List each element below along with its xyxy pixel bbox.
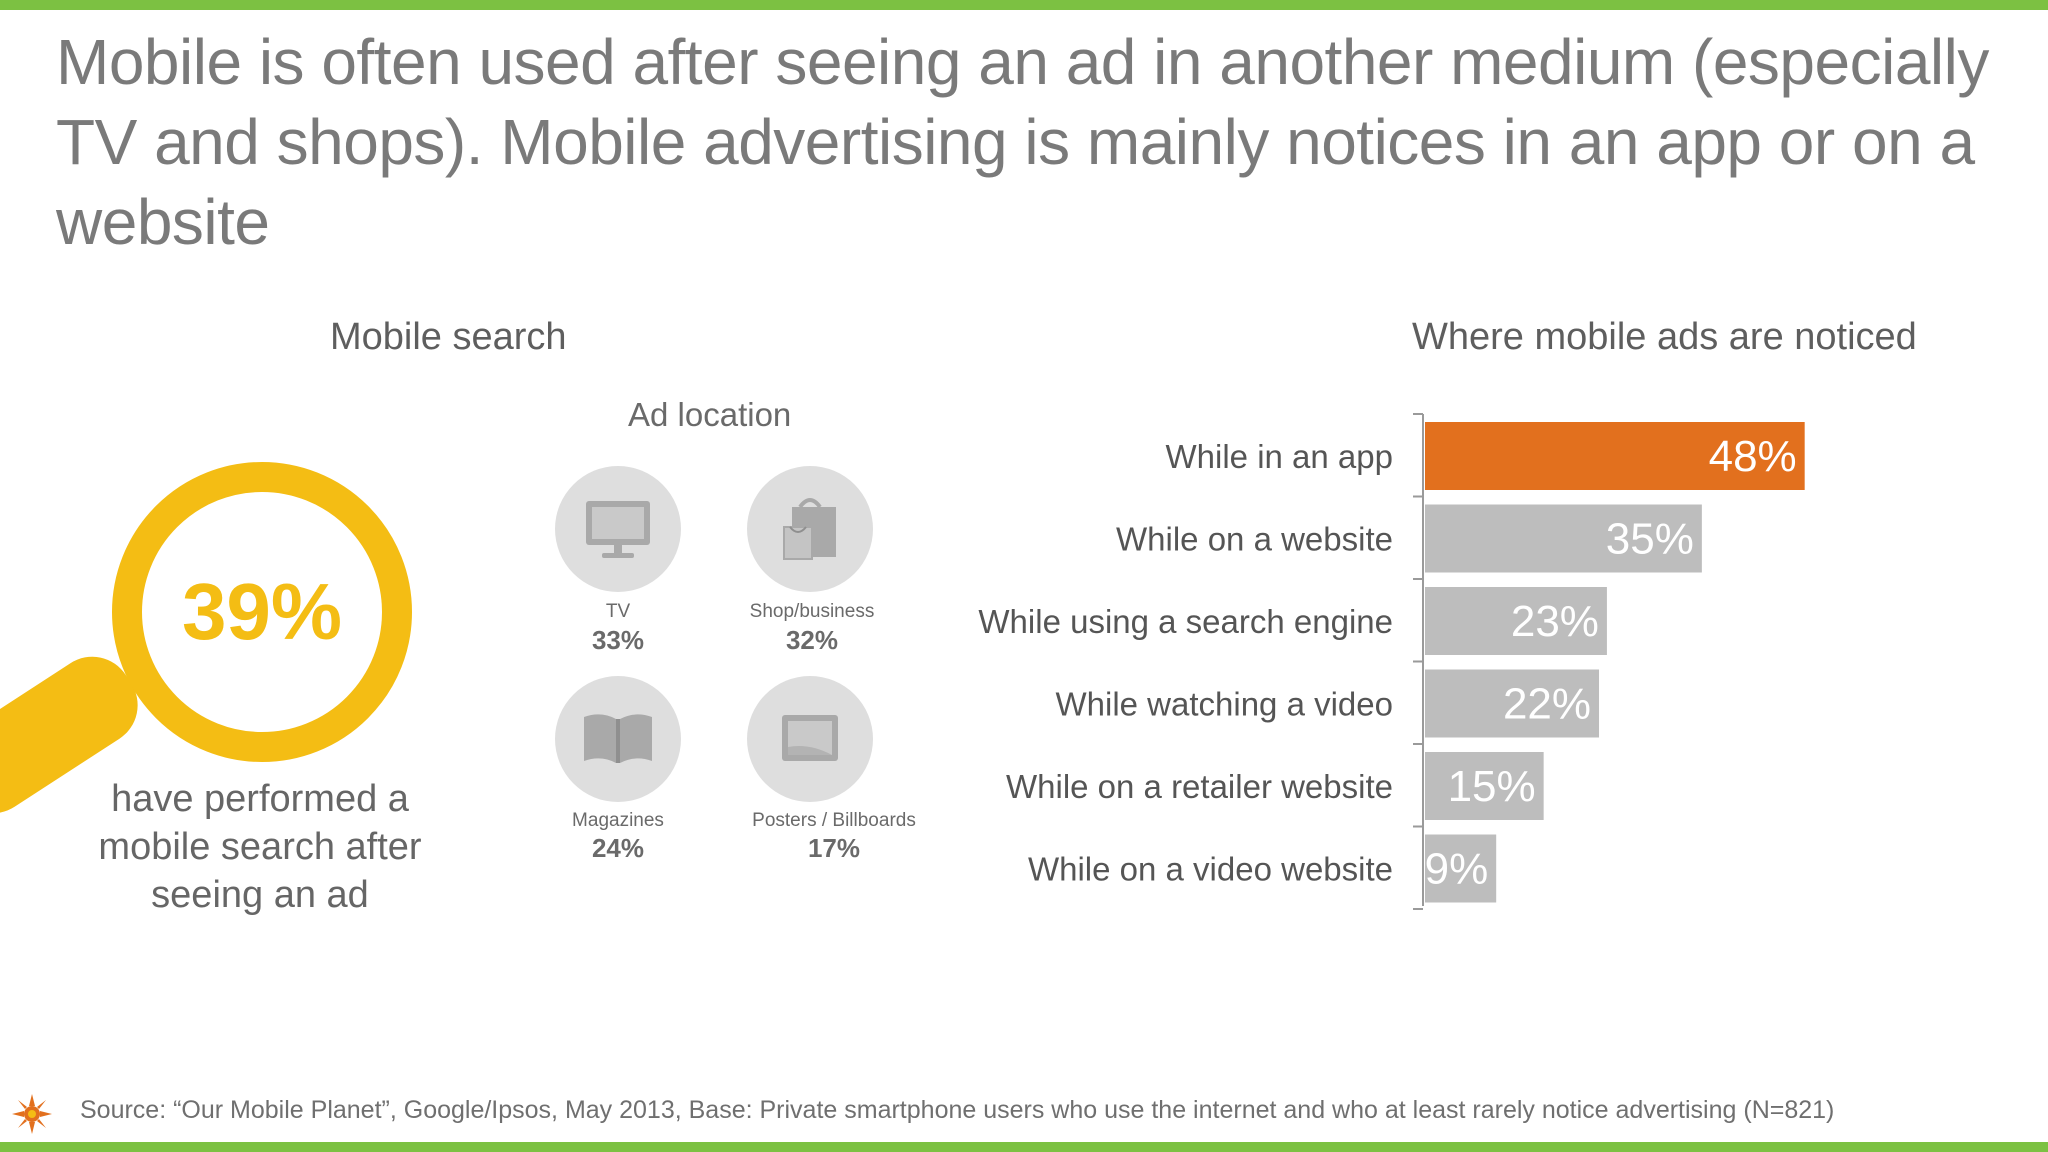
bar — [1425, 504, 1702, 573]
magazine-icon — [555, 676, 681, 802]
mobile-search-heading: Mobile search — [330, 316, 567, 358]
tv-icon — [555, 466, 681, 592]
value-label: 35% — [1606, 515, 1694, 564]
bar — [1425, 752, 1544, 820]
ad-location-label-posters: Posters / Billboards — [752, 810, 916, 831]
value-label: 23% — [1511, 597, 1599, 646]
top-accent-bar — [0, 0, 2048, 10]
bottom-accent-bar — [0, 1142, 2048, 1152]
category-label: While on a retailer website — [1006, 768, 1393, 805]
ad-location-label-shop: Shop/business — [749, 601, 875, 622]
mobile-search-value: 39% — [181, 567, 343, 656]
ad-location-value-magazines: 24% — [591, 833, 645, 863]
bar — [1425, 834, 1497, 903]
page-title: Mobile is often used after seeing an ad … — [56, 26, 1989, 258]
mobile-search-caption: have performed a mobile search after see… — [60, 775, 460, 919]
billboard-icon — [747, 676, 873, 802]
ad-location-value-shop: 32% — [785, 625, 839, 655]
sun-logo-icon — [12, 1094, 52, 1134]
caption-line: have performed a — [111, 778, 409, 820]
value-label: 15% — [1448, 762, 1536, 811]
value-label: 48% — [1709, 432, 1797, 481]
value-label: 9% — [1425, 845, 1489, 894]
source-note: Source: “Our Mobile Planet”, Google/Ipso… — [80, 1096, 1835, 1124]
category-label: While using a search engine — [978, 603, 1393, 640]
category-label: While in an app — [1166, 438, 1393, 475]
bar — [1425, 422, 1805, 490]
ad-location-value-posters: 17% — [807, 833, 861, 863]
chart-title: Where mobile ads are noticed — [1412, 316, 1917, 358]
caption-line: seeing an ad — [151, 874, 369, 916]
category-label: While watching a video — [1055, 686, 1393, 723]
shopping-bag-icon — [747, 466, 873, 592]
bar — [1425, 587, 1607, 655]
value-label: 22% — [1503, 680, 1591, 729]
ad-location-label-tv: TV — [605, 601, 631, 622]
ad-location-value-tv: 33% — [591, 625, 645, 655]
category-label: While on a website — [1116, 521, 1393, 558]
caption-line: mobile search after — [98, 826, 422, 868]
category-label: While on a video website — [1028, 851, 1393, 888]
ad-location-label-magazines: Magazines — [572, 810, 664, 831]
bar — [1425, 669, 1600, 738]
ad-location-heading: Ad location — [628, 396, 792, 433]
